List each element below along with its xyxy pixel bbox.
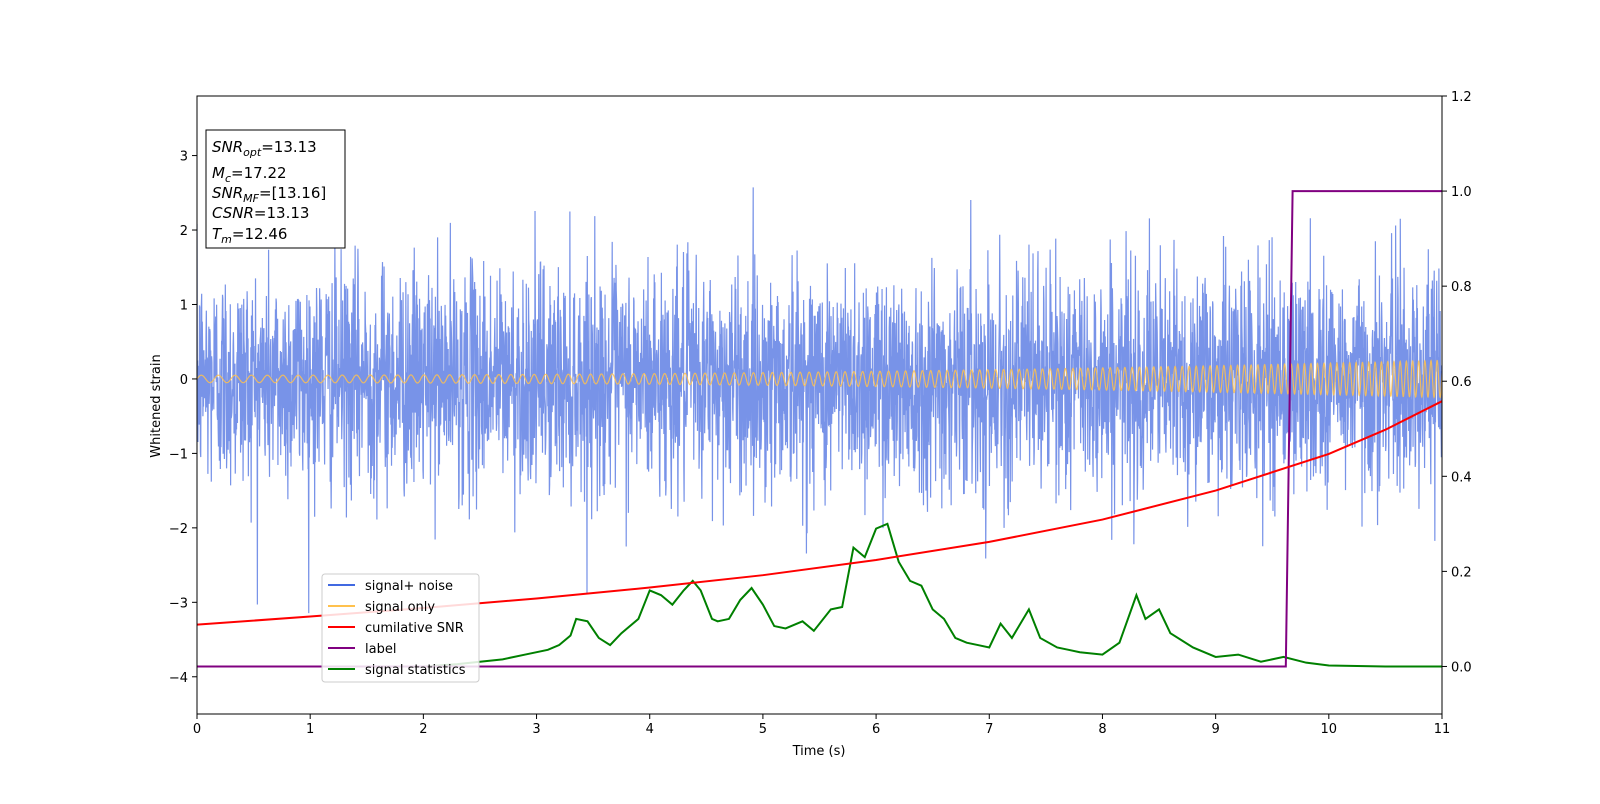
y-axis-left: −4 −3 −2 −1 0 1 2 3 xyxy=(169,150,197,686)
info-tm: Tm=12.46 xyxy=(212,225,287,246)
y-tick-label: −2 xyxy=(169,522,188,537)
y-tick-label: −3 xyxy=(169,596,188,611)
legend-label-signal-only: signal only xyxy=(365,600,435,615)
info-snr-mf: SNRMF=[13.16] xyxy=(212,184,326,205)
y-tick-label: 1 xyxy=(180,298,188,313)
signal-only-line xyxy=(197,359,1442,399)
legend-label-signal-statistics: signal statistics xyxy=(365,663,466,678)
y2-tick-label: 0.0 xyxy=(1451,660,1472,675)
series-signal-statistics-line xyxy=(197,522,1442,668)
x-tick-label: 11 xyxy=(1434,722,1451,737)
info-box: SNRopt=13.13 Mc=17.22 SNRMF=[13.16] CSNR… xyxy=(205,129,346,249)
y-tick-label: −1 xyxy=(169,447,188,462)
series-label-line xyxy=(197,190,1442,668)
x-tick-label: 3 xyxy=(532,722,540,737)
series-signal-only xyxy=(197,359,1442,399)
x-tick-label: 4 xyxy=(646,722,654,737)
x-tick-label: 2 xyxy=(419,722,427,737)
x-tick-label: 8 xyxy=(1098,722,1106,737)
x-tick-label: 5 xyxy=(759,722,767,737)
y-axis-label: Whitened strain xyxy=(149,354,164,457)
series-signal-noise xyxy=(197,187,1442,614)
x-tick-label: 7 xyxy=(985,722,993,737)
x-tick-label: 0 xyxy=(193,722,201,737)
x-axis-label: Time (s) xyxy=(792,744,846,759)
y2-tick-label: 1.2 xyxy=(1451,90,1472,105)
y2-tick-label: 0.8 xyxy=(1451,280,1472,295)
y-tick-label: −4 xyxy=(169,671,188,686)
info-mc: Mc=17.22 xyxy=(212,164,287,185)
legend-frame xyxy=(321,573,480,683)
x-tick-label: 9 xyxy=(1211,722,1219,737)
y2-tick-label: 1.0 xyxy=(1451,185,1472,200)
legend-label-cumilative-snr: cumilative SNR xyxy=(365,621,464,636)
y-tick-label: 2 xyxy=(180,224,188,239)
legend-label-signal-noise: signal+ noise xyxy=(365,579,453,594)
y-tick-label: 3 xyxy=(180,150,188,165)
signal-noise-line xyxy=(197,187,1442,614)
legend: signal+ noise signal only cumilative SNR… xyxy=(321,573,480,683)
x-tick-label: 10 xyxy=(1321,722,1338,737)
y2-tick-label: 0.2 xyxy=(1451,565,1472,580)
info-snr-opt: SNRopt=13.13 xyxy=(212,138,317,159)
x-tick-label: 6 xyxy=(872,722,880,737)
plot-frame xyxy=(196,95,1443,715)
x-axis: 0 1 2 3 4 5 6 7 8 9 10 11 xyxy=(193,714,1450,737)
y-axis-right: 0.0 0.2 0.4 0.6 0.8 1.0 1.2 xyxy=(1442,90,1472,675)
y2-tick-label: 0.4 xyxy=(1451,470,1472,485)
info-box-frame xyxy=(205,129,346,249)
legend-label-label: label xyxy=(365,642,396,657)
info-csnr: CSNR=13.13 xyxy=(212,204,309,222)
y-tick-label: 0 xyxy=(180,373,188,388)
x-tick-label: 1 xyxy=(306,722,314,737)
y2-tick-label: 0.6 xyxy=(1451,375,1472,390)
